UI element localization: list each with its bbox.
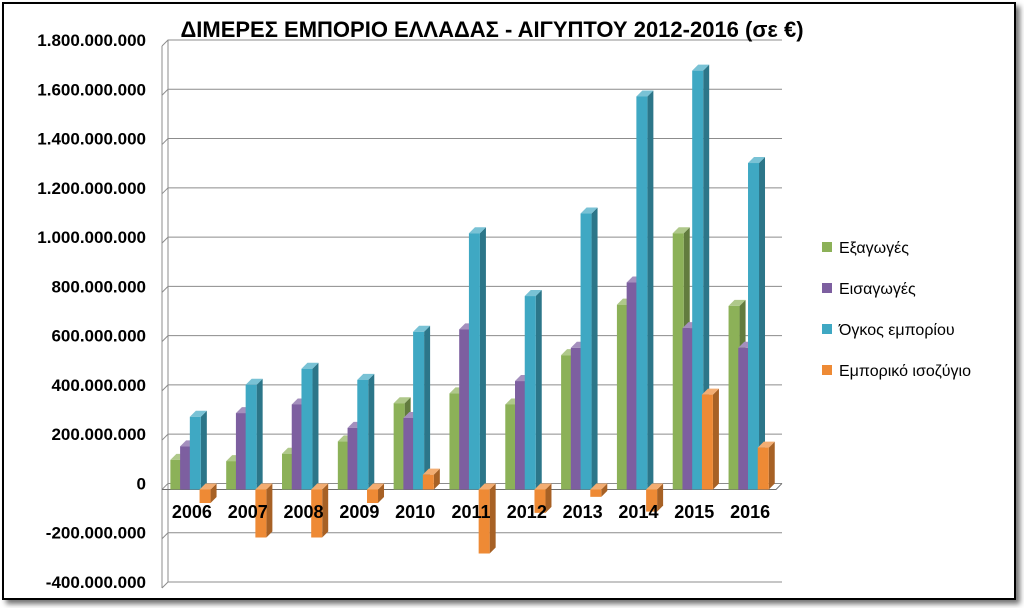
x-tick-label: 2011	[451, 502, 490, 522]
bar	[413, 325, 431, 490]
legend-swatch	[822, 242, 832, 252]
legend-swatch	[822, 324, 832, 334]
gridline	[161, 581, 782, 589]
x-tick-label: 2010	[395, 502, 435, 522]
y-tick-label: 1.000.000.000	[37, 228, 146, 247]
bar	[301, 362, 319, 490]
y-tick-label: 0	[137, 474, 146, 493]
legend-item: Εμπορικό ισοζύγιο	[822, 363, 971, 380]
chart-canvas: 1.800.000.000 1.600.000.000 1.400.000.000 1…	[37, 17, 971, 592]
bar	[748, 157, 766, 490]
legend-swatch	[822, 365, 832, 375]
bar	[245, 378, 263, 490]
x-tick-label: 2009	[339, 502, 379, 522]
y-tick-label: 200.000.000	[51, 425, 146, 444]
bar	[367, 483, 385, 504]
legend-item: Όγκος εμπορίου	[822, 322, 955, 339]
bar	[534, 483, 552, 513]
bar	[701, 388, 719, 490]
legend-item: Εισαγωγές	[822, 281, 916, 298]
bar	[422, 468, 440, 490]
y-tick-label: 1.200.000.000	[37, 179, 146, 198]
x-tick-label: 2008	[284, 502, 324, 522]
x-axis-line	[162, 483, 783, 490]
axes	[161, 40, 783, 588]
x-tick-label: 2014	[618, 502, 658, 522]
x-axis-tick-labels: 2006 2007 2008 2009 2010 2011 2012 2013 2014 2015…	[172, 502, 770, 522]
y-tick-label: 800.000.000	[51, 277, 146, 296]
y-tick-label: 600.000.000	[51, 327, 146, 346]
bars	[170, 64, 775, 554]
y-tick-label: -200.000.000	[46, 524, 146, 543]
bar	[478, 483, 496, 554]
gridline	[161, 187, 782, 195]
bar	[580, 207, 598, 490]
x-tick-label: 2006	[172, 502, 212, 522]
bar	[692, 64, 710, 490]
legend: Εξαγωγές Εισαγωγές Όγκος εμπορίου Εμπορικό …	[822, 240, 971, 380]
bar	[646, 483, 664, 512]
legend-label: Εμπορικό ισοζύγιο	[839, 363, 971, 380]
x-tick-label: 2013	[563, 502, 603, 522]
bar	[255, 483, 273, 538]
y-tick-label: 1.400.000.000	[37, 130, 146, 149]
x-tick-label: 2012	[507, 502, 547, 522]
y-tick-label: 1.800.000.000	[37, 31, 146, 50]
legend-label: Εξαγωγές	[839, 240, 909, 257]
bar	[590, 483, 608, 497]
legend-item: Εξαγωγές	[822, 240, 909, 257]
legend-swatch	[822, 283, 832, 293]
x-tick-label: 2016	[730, 502, 770, 522]
gridline	[161, 88, 782, 96]
y-tick-label: 400.000.000	[51, 376, 146, 395]
bar	[199, 483, 217, 504]
x-tick-label: 2015	[674, 502, 714, 522]
y-axis-tick-labels: 1.800.000.000 1.600.000.000 1.400.000.000 1…	[37, 31, 146, 592]
bar	[189, 410, 207, 490]
gridline	[161, 532, 782, 540]
y-tick-label: -400.000.000	[46, 573, 146, 592]
chart-frame: 1.800.000.000 1.600.000.000 1.400.000.000 1…	[2, 2, 1016, 600]
bar	[468, 227, 486, 490]
bar	[311, 483, 329, 538]
bar	[524, 290, 542, 490]
legend-label: Εισαγωγές	[839, 281, 916, 298]
y-tick-label: 1.600.000.000	[37, 80, 146, 99]
legend-label: Όγκος εμπορίου	[838, 322, 955, 339]
bar	[636, 90, 654, 490]
gridline	[161, 138, 782, 145]
chart-title: ΔΙΜΕΡΕΣ ΕΜΠΟΡΙΟ ΕΛΛΑΔΑΣ - ΑΙΓΥΠΤΟΥ 2012-…	[180, 17, 803, 42]
x-tick-label: 2007	[228, 502, 268, 522]
bar	[757, 441, 775, 490]
bar	[357, 373, 375, 490]
